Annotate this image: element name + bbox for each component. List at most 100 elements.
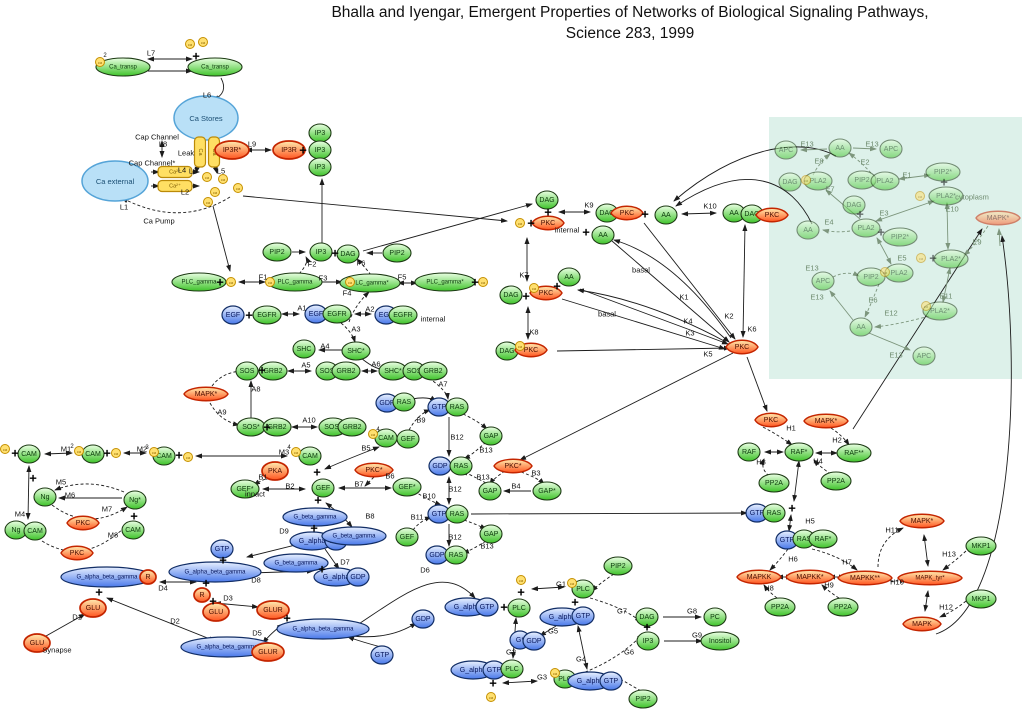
node-ras[interactable]: RAS	[444, 545, 468, 565]
node-glu[interactable]: GLU	[79, 598, 107, 618]
node-dag[interactable]: DAG	[535, 190, 559, 210]
node-dag[interactable]: DAG	[778, 172, 802, 192]
node-ras[interactable]: RAS	[449, 456, 473, 476]
node-raf[interactable]: RAF	[737, 442, 761, 462]
node-gtp[interactable]: GTP	[571, 606, 595, 626]
calcium-ion[interactable]: ca	[567, 578, 577, 588]
node-aa[interactable]: AA	[849, 317, 873, 337]
node-pp2a[interactable]: PP2A	[764, 597, 796, 617]
node-glu[interactable]: GLU	[23, 633, 51, 653]
node-pip2*[interactable]: PIP2*	[925, 162, 961, 182]
node-ca-external[interactable]: Ca external	[81, 160, 149, 202]
node-gef[interactable]: GEF	[395, 527, 419, 547]
node-ca_transp[interactable]: Ca_transp	[187, 57, 243, 77]
node-g_alpha_beta_gamma[interactable]: G_alpha_beta_gamma	[60, 566, 154, 588]
calcium-ion[interactable]: ca	[801, 175, 811, 185]
node-pip2[interactable]: PIP2	[382, 243, 412, 263]
node-egf[interactable]: EGF	[221, 305, 245, 325]
node-pip2[interactable]: PIP2	[603, 556, 633, 576]
node-pip2[interactable]: PIP2	[262, 242, 292, 262]
node-ip3[interactable]: IP3	[308, 157, 332, 177]
node-gap*[interactable]: GAP*	[532, 481, 562, 501]
node-pip2[interactable]: PIP2	[628, 689, 658, 709]
node-ng[interactable]: Ng	[33, 487, 57, 507]
node-pkc*[interactable]: PKC*	[354, 462, 394, 478]
node-pla2*[interactable]: PLA2*	[928, 186, 964, 206]
node-mapkk*[interactable]: MAPKK*	[785, 569, 835, 585]
node-egfr[interactable]: EGFR	[322, 304, 352, 324]
node-raf*[interactable]: RAF*	[808, 529, 838, 549]
calcium-ion[interactable]: ca	[529, 283, 539, 293]
node-r[interactable]: R	[193, 587, 211, 603]
node-pkc[interactable]: PKC	[610, 205, 644, 221]
node-ras[interactable]: RAS	[445, 504, 469, 524]
calcium-ion[interactable]: ca	[368, 429, 378, 439]
node-dag[interactable]: DAG	[499, 285, 523, 305]
node-egfr[interactable]: EGFR	[252, 305, 282, 325]
calcium-ion[interactable]: ca	[233, 183, 243, 193]
node-cam[interactable]: CAM	[23, 521, 47, 541]
node-mapk*[interactable]: MAPK*	[803, 413, 849, 429]
node-apc[interactable]: APC	[912, 346, 936, 366]
node-mapk*[interactable]: MAPK*	[975, 210, 1021, 226]
node-raf**[interactable]: RAF**	[836, 443, 872, 463]
node-mapkk[interactable]: MAPKK	[736, 569, 782, 585]
node-plc[interactable]: PLC	[500, 659, 524, 679]
node-grb2[interactable]: GRB2	[331, 361, 361, 381]
node-apc[interactable]: APC	[774, 140, 798, 160]
node-plc_gamma[interactable]: PLC_gamma	[267, 272, 323, 292]
node-grb2[interactable]: GRB2	[258, 361, 288, 381]
node-mapk*[interactable]: MAPK*	[183, 386, 229, 402]
node-pkc[interactable]: PKC	[725, 339, 759, 355]
node-sos[interactable]: SOS	[235, 361, 259, 381]
calcium-ion[interactable]: ca	[218, 174, 228, 184]
node-gtp[interactable]: GTP	[210, 539, 234, 559]
node-ip3[interactable]: IP3	[309, 242, 333, 262]
calcium-ion[interactable]: ca	[515, 341, 525, 351]
calcium-ion[interactable]: ca	[916, 253, 926, 263]
node-gtp[interactable]: GTP	[475, 597, 499, 617]
node-gap[interactable]: GAP	[478, 481, 502, 501]
node-aa[interactable]: AA	[591, 225, 615, 245]
node-ras[interactable]: RAS	[762, 503, 786, 523]
node-glur[interactable]: GLUR	[251, 642, 285, 662]
node-pkc[interactable]: PKC	[66, 515, 100, 531]
node-gef*[interactable]: GEF*	[230, 479, 260, 499]
node-gtp[interactable]: GTP	[427, 397, 451, 417]
calcium-ion[interactable]: ca	[111, 448, 121, 458]
calcium-ion[interactable]: ca	[478, 277, 488, 287]
node-gap[interactable]: GAP	[479, 524, 503, 544]
node-pkc[interactable]: PKC	[755, 207, 789, 223]
node-plc[interactable]: PLC	[571, 579, 595, 599]
calcium-ion[interactable]: ca	[210, 187, 220, 197]
node-cam[interactable]: CAM	[298, 446, 322, 466]
node-g_beta_gamma[interactable]: G_beta_gamma	[282, 507, 348, 527]
node-gtp[interactable]: GTP	[745, 503, 769, 523]
node-pip2*[interactable]: PIP2*	[882, 227, 918, 247]
calcium-ion[interactable]: ca	[183, 452, 193, 462]
node-pkc[interactable]: PKC	[60, 545, 94, 561]
calcium-ion[interactable]: ca	[345, 277, 355, 287]
calcium-ion[interactable]: ca	[185, 39, 195, 49]
node-pla2[interactable]: PLA2	[851, 218, 881, 238]
node-aa[interactable]: AA	[557, 267, 581, 287]
node-grb2[interactable]: GRB2	[418, 361, 448, 381]
node-gtp[interactable]: GTP	[599, 671, 623, 691]
node-ip3[interactable]: IP3	[636, 631, 660, 651]
node-pkc*[interactable]: PKC*	[493, 458, 533, 474]
node-gdp[interactable]: GDP	[428, 456, 452, 476]
node-pla2*[interactable]: PLA2*	[933, 249, 969, 269]
node-pc[interactable]: PC	[703, 607, 727, 627]
node-mapk[interactable]: MAPK	[902, 616, 942, 632]
calcium-ion[interactable]: ca	[486, 692, 496, 702]
node-g_beta_gamma[interactable]: G_beta_gamma	[321, 526, 387, 546]
node-grb2[interactable]: GRB2	[262, 417, 292, 437]
node-dag[interactable]: DAG	[842, 195, 866, 215]
node-egfr[interactable]: EGFR	[388, 305, 418, 325]
node-gef[interactable]: GEF	[396, 429, 420, 449]
node-pla2*[interactable]: PLA2*	[922, 301, 958, 321]
node-pp2a[interactable]: PP2A	[820, 471, 852, 491]
node-mapk_tyr*[interactable]: MAPK_tyr*	[897, 570, 963, 586]
calcium-ion[interactable]: ca	[915, 191, 925, 201]
node-ca_transp[interactable]: Ca_transp	[95, 57, 151, 77]
